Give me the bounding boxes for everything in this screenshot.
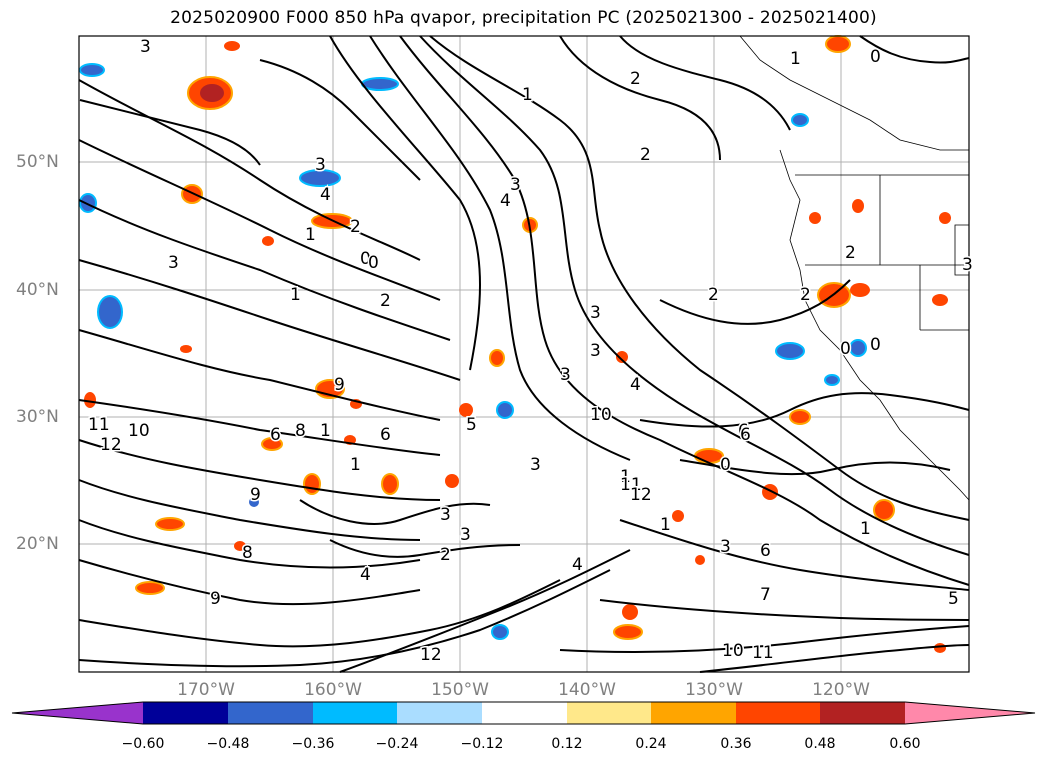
colorbar-segment-7 [651, 702, 736, 724]
lon-label-130w: 130°W [685, 680, 743, 700]
lon-label-150w: 150°W [431, 680, 489, 700]
lat-label-20n: 20°N [16, 534, 59, 554]
graticule [79, 36, 969, 672]
lat-label-40n: 40°N [16, 280, 59, 300]
colorbar-segment-6 [567, 702, 651, 724]
colorbar-segment-2 [228, 702, 313, 724]
colorbar-tick: 0.36 [720, 736, 752, 752]
colorbar-tick: 0.60 [889, 736, 921, 752]
lat-label-50n: 50°N [16, 152, 59, 172]
colorbar-segment-1 [143, 702, 228, 724]
colorbar-tick: −0.12 [460, 736, 504, 752]
colorbar-tick: −0.60 [121, 736, 165, 752]
colorbar-segment-9 [820, 702, 905, 724]
qvapor-contours [78, 35, 970, 673]
colorbar-tick: 0.12 [551, 736, 583, 752]
coastline [739, 35, 970, 501]
lon-label-160w: 160°W [304, 680, 362, 700]
colorbar-tick: −0.36 [291, 736, 335, 752]
colorbar-segment-8 [736, 702, 820, 724]
colorbar-segment-10 [905, 702, 1035, 724]
colorbar-tick: 0.48 [804, 736, 836, 752]
colorbar [11, 701, 1036, 725]
colorbar-segment-4 [397, 702, 482, 724]
colorbar-segment-3 [313, 702, 397, 724]
lon-label-170w: 170°W [177, 680, 235, 700]
colorbar-segment-5 [482, 702, 567, 724]
map-title: 2025020900 F000 850 hPa qvapor, precipit… [170, 8, 877, 28]
lat-label-30n: 30°N [16, 407, 59, 427]
colorbar-tick: −0.48 [206, 736, 250, 752]
map-panel [78, 35, 970, 673]
colorbar-tick: −0.24 [375, 736, 419, 752]
colorbar-segment-0 [12, 702, 143, 724]
colorbar-tick: 0.24 [635, 736, 667, 752]
lon-label-120w: 120°W [812, 680, 870, 700]
lon-label-140w: 140°W [558, 680, 616, 700]
